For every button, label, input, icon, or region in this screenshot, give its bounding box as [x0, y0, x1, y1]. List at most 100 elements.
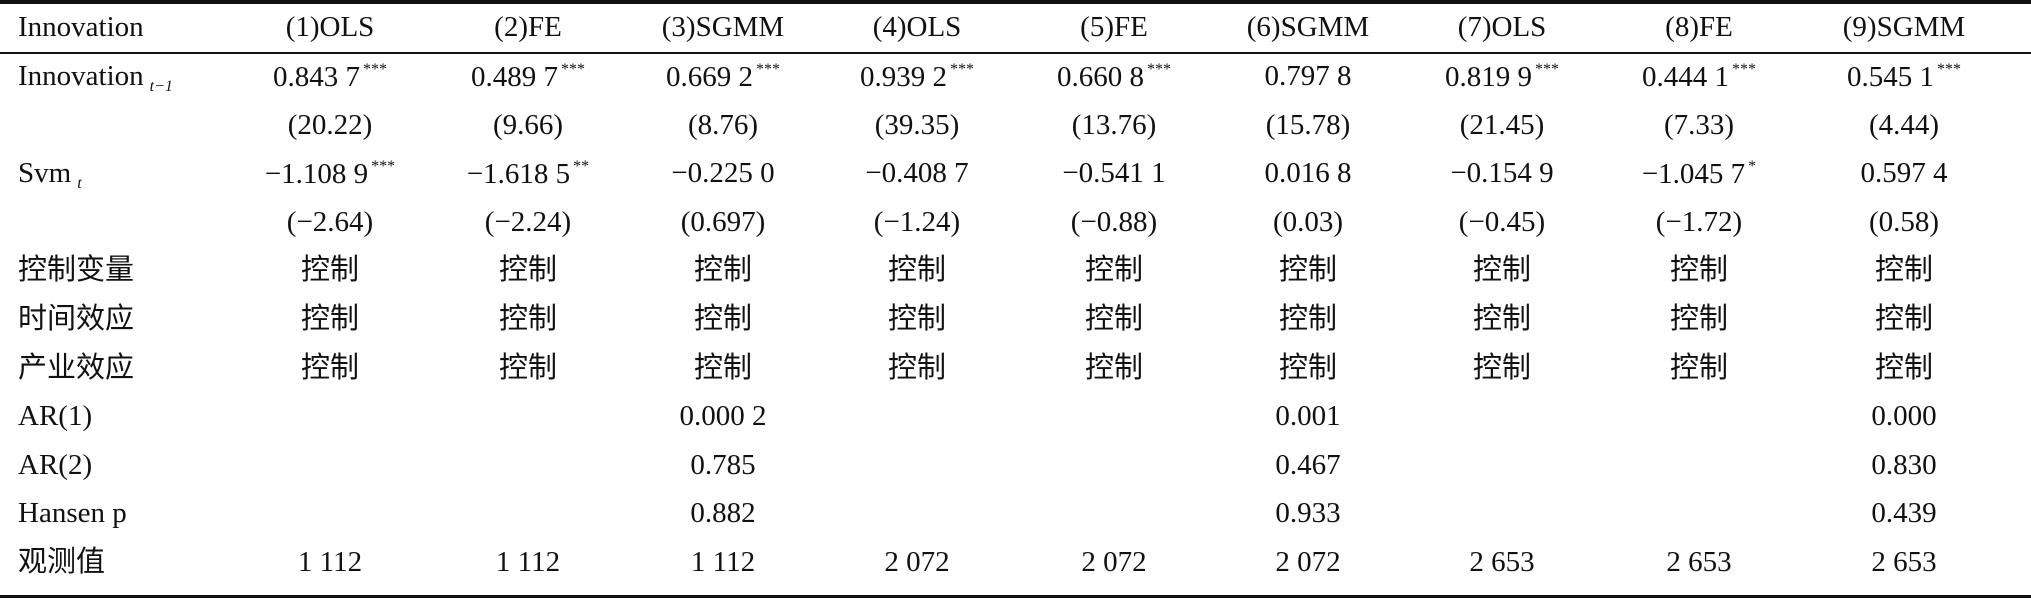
table-cell: (7.33): [1663, 108, 1735, 141]
table-cell: 控制: [300, 254, 360, 287]
table-cell: 2 072: [1275, 546, 1341, 578]
cell-text: −1.045 7: [1641, 158, 1746, 191]
table-cell: (−1.72): [1655, 205, 1743, 238]
row-label: 控制变量: [18, 254, 135, 287]
table-cell: (0.58): [1868, 205, 1940, 238]
table-cell: 控制: [1874, 351, 1934, 384]
table-cell: (0.03): [1272, 205, 1344, 238]
table-cell: −1.045 7 *: [1642, 159, 1756, 189]
table-cell: 2 653: [1666, 546, 1732, 578]
table-cell: 0.819 9 ***: [1445, 62, 1559, 92]
table-cell: 控制: [498, 303, 558, 335]
significance-stars: ***: [561, 61, 585, 78]
significance-stars: *: [1748, 158, 1757, 176]
table-cell: 控制: [887, 303, 947, 335]
table-cell: 控制: [1472, 303, 1532, 335]
row-label: 观测值: [18, 546, 106, 578]
table-cell: 0.000: [1871, 400, 1937, 433]
table-cell: 0.785: [690, 448, 756, 481]
table-cell: 0.597 4: [1860, 157, 1948, 190]
column-header: (3)SGMM: [661, 11, 785, 43]
column-header: (9)SGMM: [1842, 11, 1966, 43]
table-cell: 控制: [693, 303, 753, 335]
cell-text: 0.489 7: [471, 61, 558, 93]
table-cell: (15.78): [1265, 108, 1351, 141]
cell-text: Innovation: [18, 60, 144, 92]
table-cell: (21.45): [1459, 108, 1545, 141]
header-rule: [0, 52, 2031, 54]
table-cell: 0.933: [1275, 497, 1341, 530]
table-cell: (−2.64): [286, 205, 374, 238]
table-cell: (13.76): [1071, 108, 1157, 141]
table-cell: (8.76): [687, 108, 759, 141]
table-cell: 0.016 8: [1264, 157, 1352, 190]
table-cell: (0.697): [680, 205, 766, 238]
cell-text: 0.819 9: [1445, 61, 1532, 93]
cell-text: 0.843 7: [273, 61, 360, 93]
cell-text: −1.108 9: [264, 158, 369, 191]
cell-text: Svm: [18, 157, 72, 190]
cell-text: 0.939 2: [860, 61, 947, 93]
row-label: Svm t: [18, 159, 82, 192]
cell-text: 0.545 1: [1847, 61, 1934, 93]
row-label: AR(2): [18, 448, 93, 481]
table-cell: (4.44): [1868, 108, 1940, 141]
significance-stars: ***: [950, 61, 974, 78]
table-cell: (−0.88): [1070, 205, 1158, 238]
table-cell: 控制: [498, 254, 558, 287]
table-cell: 0.797 8: [1264, 60, 1352, 92]
table-cell: 0.830: [1871, 448, 1937, 481]
row-label: AR(1): [18, 400, 93, 433]
table-cell: 控制: [1278, 303, 1338, 335]
table-cell: 1 112: [495, 546, 561, 578]
table-cell: 0.669 2 ***: [666, 62, 780, 92]
table-cell: −1.618 5 **: [467, 159, 589, 189]
row-label: Hansen p: [18, 497, 127, 530]
table-cell: 2 653: [1469, 546, 1535, 578]
table-cell: (−1.24): [873, 205, 961, 238]
table-cell: (−2.24): [484, 205, 572, 238]
table-cell: 0.467: [1275, 448, 1341, 481]
table-cell: 0.660 8 ***: [1057, 62, 1171, 92]
header-label: Innovation: [18, 11, 144, 43]
column-header: (5)FE: [1080, 11, 1148, 43]
table-cell: 控制: [1278, 351, 1338, 384]
table-cell: 0.439: [1871, 497, 1937, 530]
table-cell: 控制: [1669, 303, 1729, 335]
table-cell: 0.489 7 ***: [471, 62, 585, 92]
significance-stars: **: [573, 158, 590, 176]
table-cell: 控制: [693, 351, 753, 384]
table-cell: 0.444 1 ***: [1642, 62, 1756, 92]
subscript: t: [77, 175, 82, 193]
table-cell: 控制: [887, 254, 947, 287]
table-cell: 0.882: [690, 497, 756, 530]
table-cell: 控制: [1874, 303, 1934, 335]
top-rule: [0, 0, 2031, 4]
table-cell: 控制: [1472, 254, 1532, 287]
table-cell: 控制: [1084, 254, 1144, 287]
subscript: t−1: [149, 78, 173, 95]
table-cell: 控制: [1084, 351, 1144, 384]
row-label: Innovation t−1: [18, 62, 173, 95]
table-cell: 0.939 2 ***: [860, 62, 974, 92]
table-cell: 控制: [1278, 254, 1338, 287]
significance-stars: ***: [1937, 61, 1961, 78]
table-cell: −1.108 9 ***: [265, 159, 395, 189]
significance-stars: ***: [1732, 61, 1756, 78]
row-label: 产业效应: [18, 351, 135, 384]
table-cell: 控制: [1472, 351, 1532, 384]
table-cell: 0.545 1 ***: [1847, 62, 1961, 92]
table-cell: (20.22): [287, 108, 373, 141]
significance-stars: ***: [1535, 61, 1559, 78]
column-header: (7)OLS: [1457, 11, 1547, 43]
table-cell: 控制: [887, 351, 947, 384]
cell-text: 0.444 1: [1642, 61, 1729, 93]
table-cell: 控制: [1669, 254, 1729, 287]
cell-text: −1.618 5: [466, 158, 571, 191]
table-cell: 控制: [693, 254, 753, 287]
table-cell: 控制: [498, 351, 558, 384]
table-cell: −0.408 7: [865, 157, 969, 190]
significance-stars: ***: [756, 61, 780, 78]
table-cell: 0.001: [1275, 400, 1341, 433]
